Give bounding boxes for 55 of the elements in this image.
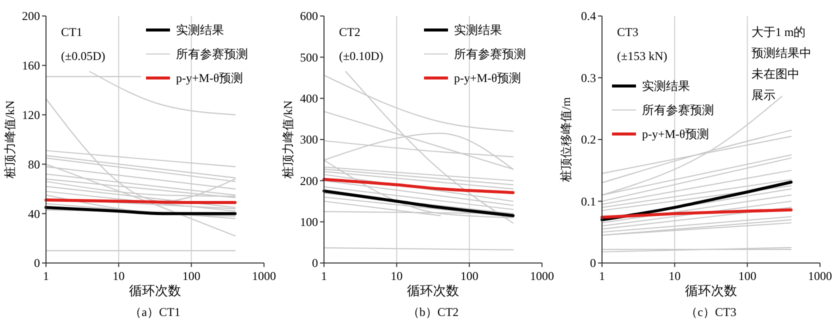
legend-label: 实测结果	[642, 79, 690, 94]
y-axis-title: 桩顶位移峰值/m	[559, 96, 573, 183]
text: (±0.05D)	[61, 49, 106, 63]
y-tick-label: 0.2	[581, 132, 596, 147]
x-tick-label: 1000	[530, 269, 554, 283]
x-axis-title: 循环次数	[407, 283, 459, 298]
y-tick-label: 300	[300, 132, 318, 147]
legend-label: 所有参赛预测	[176, 47, 248, 62]
legend-label: p-y+M-θ预测	[454, 71, 522, 86]
text: （a）CT1	[130, 305, 180, 319]
x-tick-label: 100	[738, 269, 756, 283]
y-tick-label: 200	[22, 9, 40, 24]
text: (±153 kN)	[617, 49, 668, 63]
y-tick-label: 400	[300, 92, 318, 106]
text: CT1	[61, 25, 82, 39]
x-tick-label: 1000	[808, 269, 832, 283]
x-tick-label: 1	[43, 269, 49, 283]
x-tick-label: 1000	[252, 269, 276, 283]
y-tick-label: 160	[22, 58, 40, 73]
y-axis-title: 桩顶力峰值/kN	[281, 100, 295, 180]
text: (±0.10D)	[339, 49, 384, 63]
y-tick-label: 0	[312, 256, 318, 270]
y-axis-title: 桩顶力峰值/kN	[3, 100, 17, 180]
text: （c）CT3	[686, 305, 736, 319]
legend-label: 所有参赛预测	[642, 103, 714, 118]
x-tick-label: 1	[599, 269, 605, 283]
y-tick-label: 0	[590, 256, 596, 270]
x-axis-title: 循环次数	[685, 283, 737, 298]
legend-label: p-y+M-θ预测	[176, 71, 244, 86]
legend-label: 所有参赛预测	[454, 47, 526, 62]
y-tick-label: 100	[300, 215, 318, 230]
y-tick-label: 200	[300, 174, 318, 188]
x-tick-label: 10	[668, 269, 681, 283]
y-tick-label: 600	[300, 9, 318, 24]
y-tick-label: 0.1	[581, 194, 596, 208]
legend-label: 实测结果	[176, 23, 224, 38]
y-tick-label: 0.3	[581, 70, 596, 85]
annotation: 大于1 m的预测结果中未在图中展示	[751, 25, 812, 102]
y-tick-label: 0.4	[581, 9, 596, 24]
x-tick-label: 10	[112, 269, 125, 283]
x-tick-label: 100	[182, 269, 200, 283]
x-tick-label: 1	[321, 269, 327, 283]
y-tick-label: 120	[22, 108, 40, 122]
text: CT3	[617, 25, 638, 39]
text: （b）CT2	[407, 305, 459, 319]
y-tick-label: 500	[300, 50, 318, 64]
legend-label: p-y+M-θ预测	[642, 127, 710, 142]
x-axis-title: 循环次数	[129, 283, 181, 298]
x-tick-label: 10	[390, 269, 403, 283]
y-tick-label: 80	[28, 157, 40, 172]
x-tick-label: 100	[460, 269, 478, 283]
y-tick-label: 0	[34, 256, 40, 270]
y-tick-label: 40	[28, 206, 40, 221]
text: CT2	[339, 25, 360, 39]
legend-label: 实测结果	[454, 23, 502, 38]
